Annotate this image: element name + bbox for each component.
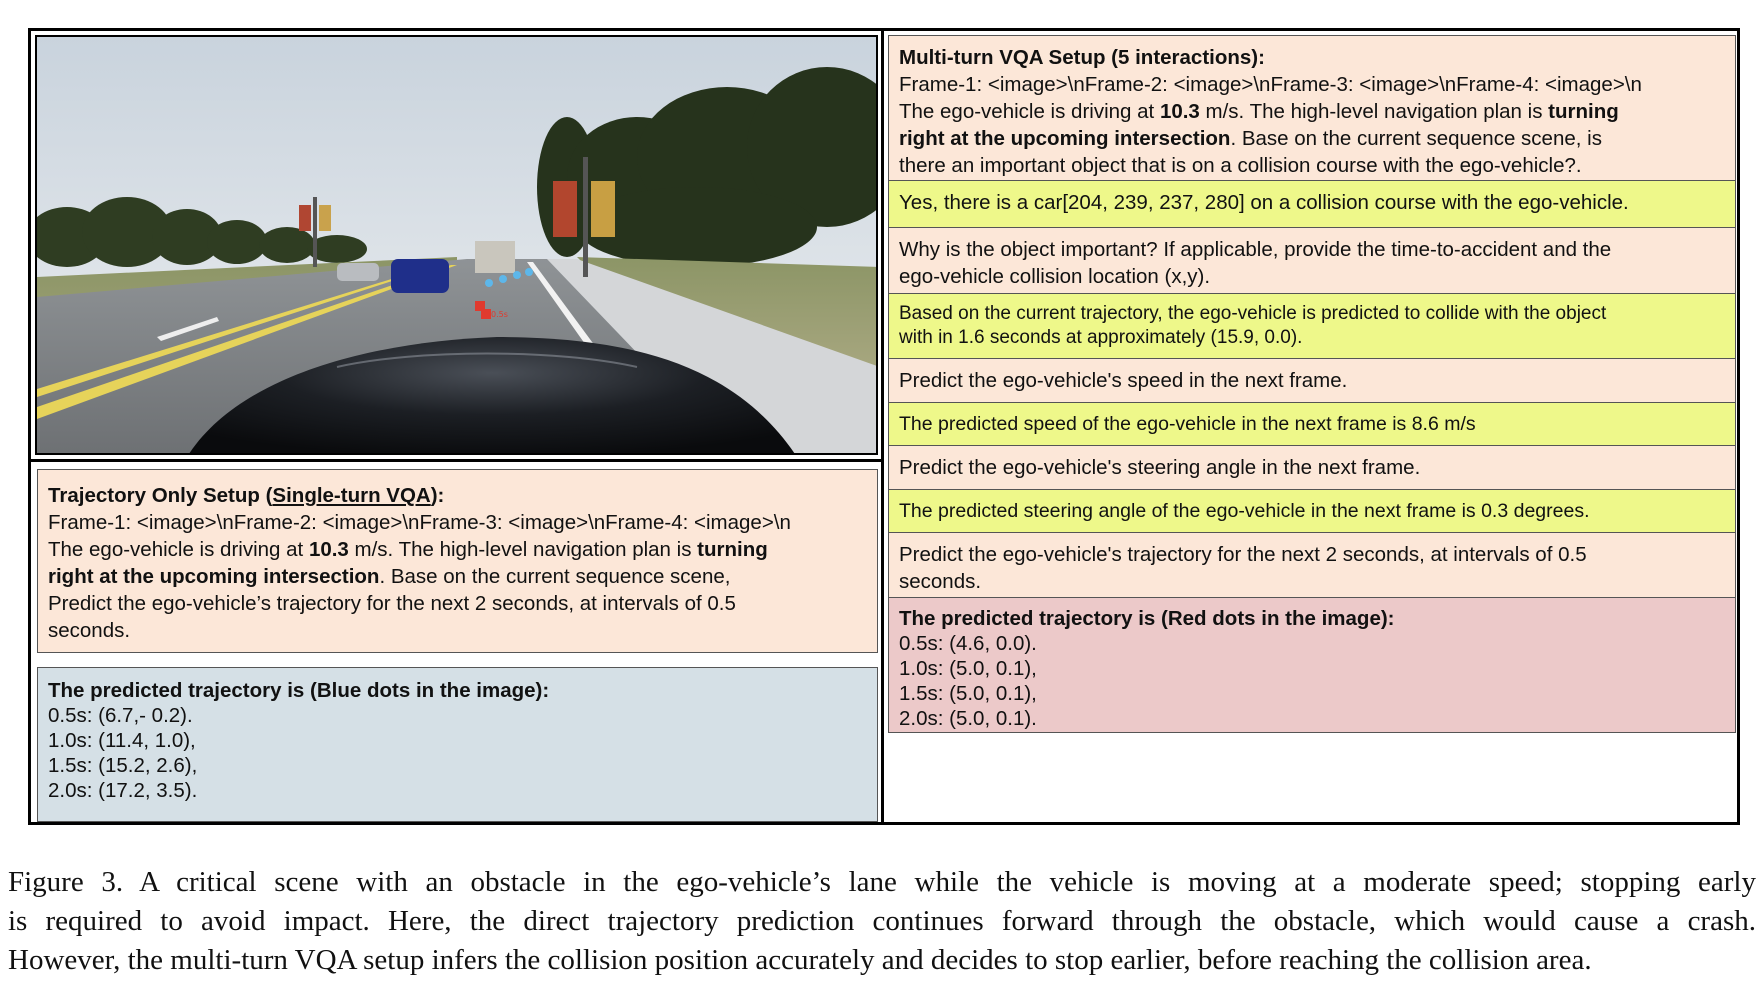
yellow-line: [37, 265, 457, 419]
blue-car: [391, 259, 449, 293]
trajectory-only-answer: The predicted trajectory is (Blue dots i…: [37, 667, 878, 822]
left-rest-b: Predict the ego-vehicle’s trajectory for…: [48, 592, 736, 615]
figure-frame: 0.5s Trajectory Only Setup (Single-turn …: [28, 28, 1740, 825]
right-frames: Frame-1: <image>\nFrame-2: <image>\nFram…: [899, 73, 1642, 96]
red-answer-line: 1.0s: (5.0, 0.1),: [899, 656, 1037, 680]
question-4: Predict the ego-vehicle's steering angle…: [888, 445, 1736, 490]
scene-illustration: 0.5s: [37, 37, 876, 453]
yellow-line-2: [37, 263, 447, 397]
left-speed-value: 10.3: [308, 538, 349, 561]
answer-3-text: The predicted speed of the ego-vehicle i…: [899, 412, 1476, 435]
red-answer-line: 2.0s: (5.0, 0.1).: [899, 706, 1037, 730]
blue-trajectory-dots: [485, 268, 533, 287]
question-5: Predict the ego-vehicle's trajectory for…: [888, 532, 1736, 598]
right-plan-a: turning: [1548, 100, 1619, 123]
right-speed-pre: The ego-vehicle is driving at: [899, 100, 1160, 123]
left-speed-post: m/s. The high-level navigation plan is: [348, 538, 698, 561]
caption-line-2: is required to avoid impact. Here, the d…: [8, 905, 1756, 937]
red-trajectory-dots: [475, 301, 491, 319]
red-answer-title: The predicted trajectory is (Red dots in…: [899, 606, 1395, 630]
column-divider: [881, 31, 884, 822]
answer-2-line-a: Based on the current trajectory, the ego…: [899, 302, 1607, 324]
left-title-prefix: Trajectory Only Setup (: [48, 484, 273, 507]
question-2: Why is the object important? If applicab…: [888, 227, 1736, 294]
left-rest-a: . Base on the current sequence scene,: [379, 565, 731, 588]
right-banner: [553, 181, 577, 237]
answer-4: The predicted steering angle of the ego-…: [888, 488, 1736, 534]
question-3: Predict the ego-vehicle's speed in the n…: [888, 358, 1736, 403]
question-2-line-a: Why is the object important? If applicab…: [899, 238, 1612, 261]
red-answer-line: 1.5s: (5.0, 0.1),: [899, 681, 1037, 705]
question-4-text: Predict the ego-vehicle's steering angle…: [899, 456, 1421, 479]
answer-1-text: Yes, there is a car[204, 239, 237, 280] …: [899, 190, 1629, 214]
blue-answer-line: 0.5s: (6.7,- 0.2).: [48, 704, 193, 727]
figure-caption: Figure 3. A critical scene with an obsta…: [8, 863, 1756, 980]
right-rest-b: there an important object that is on a c…: [899, 154, 1582, 177]
red-answer-line: 0.5s: (4.6, 0.0).: [899, 631, 1037, 655]
answer-4-text: The predicted steering angle of the ego-…: [899, 499, 1590, 522]
blue-answer-line: 1.5s: (15.2, 2.6),: [48, 754, 198, 777]
left-frames: Frame-1: <image>\nFrame-2: <image>\nFram…: [48, 511, 791, 534]
left-separator: [31, 459, 881, 462]
right-plan-b: right at the upcoming intersection: [899, 127, 1231, 150]
question-3-text: Predict the ego-vehicle's speed in the n…: [899, 369, 1348, 392]
silver-car: [337, 263, 379, 281]
left-banner-2: [319, 205, 331, 231]
answer-2-line-b: with in 1.6 seconds at approximately (15…: [899, 326, 1303, 348]
left-rest-c: seconds.: [48, 619, 131, 642]
right-speed-value: 10.3: [1159, 100, 1200, 123]
answer-2: Based on the current trajectory, the ego…: [888, 292, 1736, 360]
left-pole: [313, 197, 317, 267]
right-speed-post: m/s. The high-level navigation plan is: [1199, 100, 1549, 123]
multi-turn-title: Multi-turn VQA Setup (5 interactions):: [899, 46, 1265, 69]
blue-answer-line: 1.0s: (11.4, 1.0),: [48, 729, 196, 752]
right-rest-a: . Base on the current sequence scene, is: [1230, 127, 1602, 150]
right-pole: [583, 157, 588, 277]
caption-line-1: Figure 3. A critical scene with an obsta…: [8, 866, 1756, 898]
multi-turn-column: Multi-turn VQA Setup (5 interactions): F…: [888, 35, 1736, 733]
answer-3: The predicted speed of the ego-vehicle i…: [888, 401, 1736, 447]
sidewalk: [547, 259, 876, 453]
scene-label: 0.5s: [491, 310, 508, 319]
blue-answer-title: The predicted trajectory is (Blue dots i…: [48, 679, 550, 702]
lane-dash: [157, 317, 219, 341]
driving-scene-image: 0.5s: [35, 35, 878, 455]
left-speed-pre: The ego-vehicle is driving at: [48, 538, 309, 561]
caption-line-3: However, the multi-turn VQA setup infers…: [8, 944, 1592, 976]
multi-turn-setup: Multi-turn VQA Setup (5 interactions): F…: [888, 35, 1736, 181]
question-2-line-b: ego-vehicle collision location (x,y).: [899, 265, 1211, 288]
question-5-line-a: Predict the ego-vehicle's trajectory for…: [899, 543, 1587, 566]
answer-1: Yes, there is a car[204, 239, 237, 280] …: [888, 179, 1736, 229]
trajectory-only-question: Trajectory Only Setup (Single-turn VQA):…: [37, 469, 878, 653]
right-trees: [537, 67, 876, 267]
left-plan-a: turning: [697, 538, 768, 561]
blue-answer-line: 2.0s: (17.2, 3.5).: [48, 779, 198, 802]
right-banner-2: [591, 181, 615, 237]
left-banner: [299, 205, 311, 231]
left-trees: [37, 197, 367, 267]
multi-turn-answer: The predicted trajectory is (Red dots in…: [888, 596, 1736, 733]
single-turn-link: Single-turn VQA: [272, 484, 431, 507]
left-plan-b: right at the upcoming intersection: [48, 565, 380, 588]
left-title-suffix: ):: [430, 484, 445, 507]
truck: [475, 241, 515, 273]
question-5-line-b: seconds.: [899, 570, 982, 593]
